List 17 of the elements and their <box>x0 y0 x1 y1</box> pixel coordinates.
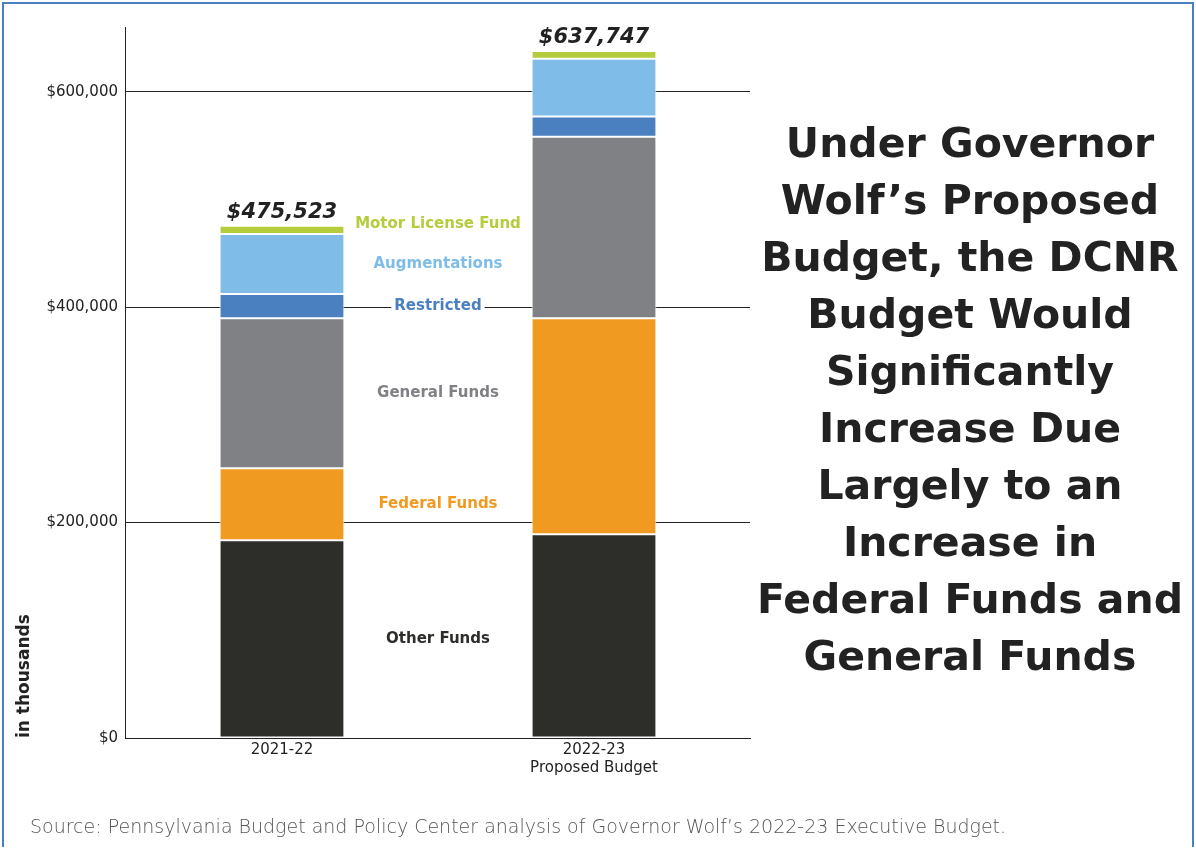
total-label: $475,523 <box>226 198 338 223</box>
text: Restricted <box>394 296 482 315</box>
text: Federal Funds <box>378 494 498 513</box>
source-note: Source: Pennsylvania Budget and Policy Center analysis of Governor Wolf’s 2022-23 Executive Budget. <box>30 815 1007 837</box>
y-tick-label: $0 <box>98 727 118 746</box>
y-axis-title: in thousands <box>12 614 33 738</box>
x-tick-label: 2021-22 <box>250 739 314 758</box>
y-tick-label: $600,000 <box>46 81 118 100</box>
y-tick-label: $400,000 <box>46 296 118 315</box>
text: Augmentations <box>373 253 503 272</box>
y-tick-label: $200,000 <box>46 512 118 531</box>
x-tick-label: 2022-23 Proposed Budget <box>530 739 658 776</box>
chart-title: Under Governor Wolf’s Proposed Budget, the DCNR Budget Would Significantly Increase Due Largely to an Increase in Federal Funds and General Funds <box>756 119 1184 680</box>
text: Other Funds <box>386 628 491 647</box>
series-label: Motor License Fund <box>355 213 521 232</box>
text: General Funds <box>377 383 499 402</box>
total-label: $637,747 <box>538 23 650 48</box>
